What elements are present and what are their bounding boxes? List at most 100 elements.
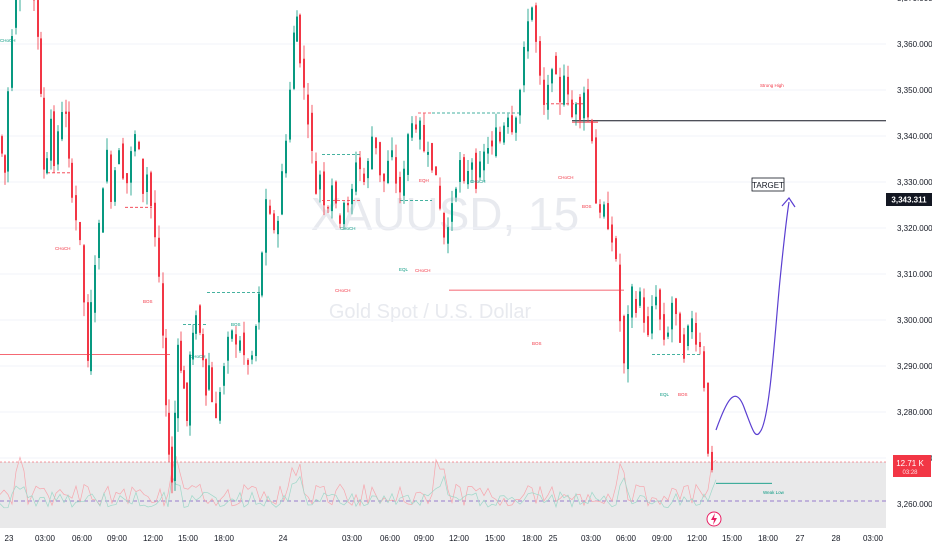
candle-body [162, 283, 164, 336]
candle-body [579, 96, 581, 120]
x-tick-label: 24 [279, 534, 288, 543]
x-tick-label: 15:00 [178, 534, 199, 543]
annotation-label: CHoCH [340, 226, 356, 231]
x-tick-label: 28 [832, 534, 841, 543]
candle-body [563, 75, 565, 105]
candle-body [195, 315, 197, 334]
candle-body [118, 150, 120, 165]
candle-body [395, 157, 397, 184]
x-tick-label: 06:00 [380, 534, 401, 543]
candle-body [363, 173, 365, 183]
volume-badge: 12.71 K 03:28 [893, 455, 931, 477]
structure-lines [0, 103, 886, 484]
candle-body [451, 203, 453, 222]
candle-body [547, 84, 549, 110]
candle-body [299, 14, 301, 64]
candle-body [165, 337, 167, 406]
annotation-label: CHoCH [55, 246, 71, 251]
candle-body [639, 291, 641, 306]
y-tick-label: 3,280.000 [897, 408, 932, 417]
target-box[interactable]: TARGET [751, 177, 785, 192]
candle-body [46, 158, 48, 174]
candle-body [431, 143, 433, 171]
candle-body [114, 170, 116, 202]
candle-body [289, 89, 291, 140]
candle-body [4, 155, 6, 173]
candle-body [651, 306, 653, 334]
candle-body [611, 224, 613, 243]
x-tick-label: 12:00 [687, 534, 708, 543]
candle-body [323, 171, 325, 206]
x-tick-label: 12:00 [143, 534, 164, 543]
candle-body [655, 296, 657, 306]
candle-body [503, 125, 505, 143]
y-axis[interactable]: 3,260.0003,270.0003,280.0003,290.0003,30… [897, 0, 932, 509]
watermark-description: Gold Spot / U.S. Dollar [329, 301, 532, 323]
candle-body [177, 344, 179, 419]
candle-body [523, 46, 525, 86]
candle-body [491, 140, 493, 147]
x-tick-label: 03:00 [342, 534, 363, 543]
candle-body [174, 412, 176, 481]
candle-body [50, 118, 52, 161]
annotation-label: CHoCH [190, 354, 206, 359]
candle-body [627, 314, 629, 370]
candle-body [261, 252, 263, 296]
candle-body [335, 181, 337, 204]
candle-body [168, 412, 170, 455]
lightning-icon[interactable] [706, 511, 722, 527]
candle-body [411, 123, 413, 138]
candle-body [607, 203, 609, 230]
candle-body [79, 222, 81, 241]
candle-body [1, 136, 3, 154]
annotation-label: BOS [532, 341, 542, 346]
candle-body [479, 161, 481, 178]
candle-body [419, 120, 421, 140]
candle-body [227, 336, 229, 361]
candle-body [535, 5, 537, 42]
x-tick-label: 06:00 [72, 534, 93, 543]
y-tick-label: 3,310.000 [897, 270, 932, 279]
x-tick-label: 03:00 [35, 534, 56, 543]
candle-body [519, 89, 521, 116]
x-axis[interactable]: 23 03:00 06:00 09:00 12:00 15:00 18:00 24 03:00 0… [5, 534, 884, 543]
candle-body [359, 157, 361, 170]
candle-body [251, 355, 253, 360]
projection-arrowhead [781, 197, 796, 208]
candle-body [231, 330, 233, 339]
candle-body [90, 302, 92, 372]
candle-body [355, 162, 357, 192]
candle-body [110, 154, 112, 202]
candle-body [102, 188, 104, 233]
candle-body [599, 204, 601, 213]
x-tick-label: 25 [549, 534, 558, 543]
annotation-label: BOS [582, 204, 592, 209]
candle-body [315, 161, 317, 194]
annotation-label: EQL [660, 392, 670, 397]
candle-body [307, 94, 309, 125]
candle-body [699, 341, 701, 347]
osc-background [0, 462, 886, 528]
candle-body [142, 158, 144, 194]
candle-body [243, 332, 245, 356]
candle-body [647, 316, 649, 336]
candle-body [423, 124, 425, 152]
x-tick-label: 23 [5, 534, 14, 543]
x-tick-label: 12:00 [449, 534, 470, 543]
osc-line-green [0, 475, 717, 509]
y-tick-label: 3,320.000 [897, 224, 932, 233]
y-tick-label: 3,290.000 [897, 362, 932, 371]
candle-body [15, 0, 17, 28]
candle-body [511, 115, 513, 133]
candle-body [383, 173, 385, 182]
candle-body [106, 149, 108, 182]
x-tick-label: 15:00 [722, 534, 743, 543]
candle-body [87, 302, 89, 361]
candle-body [463, 157, 465, 182]
candle-body [273, 213, 275, 231]
candle-body [11, 36, 13, 88]
candle-body [663, 314, 665, 340]
candle-body [126, 173, 128, 184]
candle-body [555, 55, 557, 75]
